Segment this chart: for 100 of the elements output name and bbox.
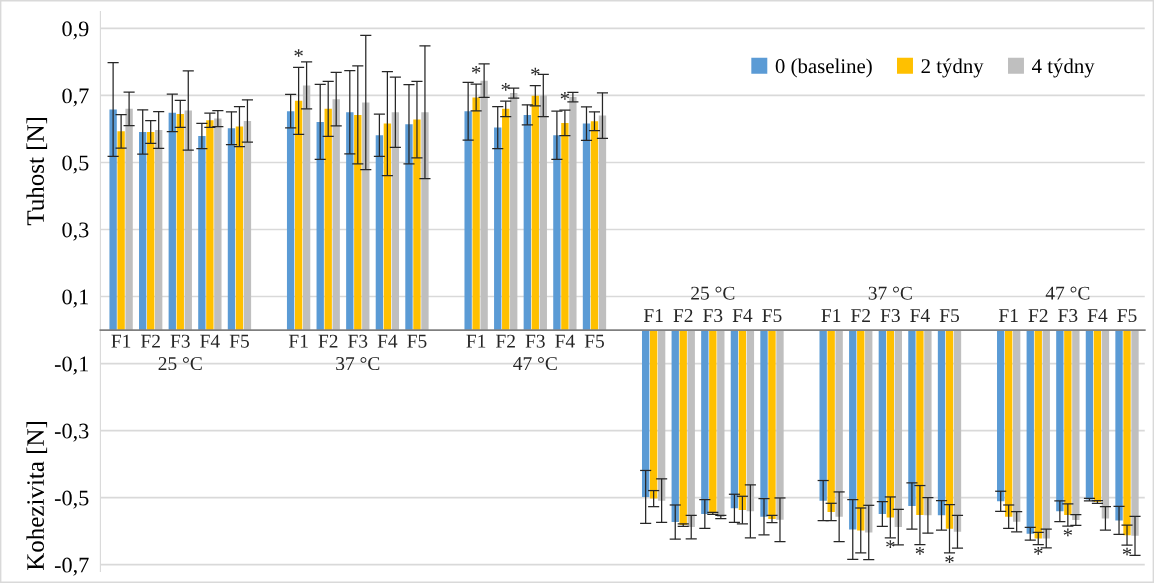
bar — [405, 124, 413, 331]
bar — [375, 135, 384, 331]
y-axis-title: Tuhost [N] — [26, 117, 48, 226]
bar — [1042, 330, 1050, 539]
data-label: * — [294, 49, 303, 57]
bar — [687, 330, 695, 528]
y-tick-label: 0,1 — [62, 289, 88, 308]
x-tick-label: F1 — [466, 334, 486, 348]
bar — [1012, 330, 1021, 522]
x-tick-label: F1 — [643, 309, 663, 322]
x-tick-label: F2 — [318, 334, 338, 348]
legend-label: 4 týdny — [1032, 58, 1095, 78]
bar — [671, 330, 679, 523]
x-tick-label: F5 — [762, 309, 782, 323]
bar — [569, 97, 577, 331]
bar — [383, 123, 392, 331]
bar — [760, 330, 768, 517]
bar — [738, 330, 747, 511]
bar — [354, 114, 362, 331]
bar — [168, 112, 176, 331]
bar — [502, 108, 510, 331]
bar — [480, 80, 488, 331]
bar — [1093, 330, 1102, 502]
bar — [679, 330, 687, 526]
bar — [776, 330, 784, 520]
bar — [1072, 330, 1080, 521]
bar — [494, 127, 502, 331]
bar — [924, 330, 932, 516]
data-label: * — [1122, 547, 1132, 556]
bar — [590, 121, 599, 331]
data-label: * — [1063, 528, 1073, 537]
bar — [819, 330, 827, 501]
bar — [641, 330, 650, 497]
bar — [206, 120, 214, 331]
x-tick-label: F5 — [584, 334, 604, 348]
bar — [598, 115, 607, 331]
bar — [235, 126, 244, 331]
x-tick-label: F5 — [1117, 309, 1137, 323]
bar — [198, 136, 206, 331]
x-tick-label: F5 — [407, 334, 427, 348]
x-tick-label: F4 — [910, 309, 930, 322]
bar — [1115, 330, 1123, 521]
x-tick-label: F2 — [851, 309, 870, 322]
bar — [464, 111, 472, 331]
bar — [472, 97, 480, 331]
data-label: * — [471, 65, 481, 74]
data-label: * — [945, 555, 954, 564]
bar — [539, 95, 547, 331]
bar — [413, 119, 421, 331]
bar — [717, 330, 725, 518]
x-tick-label: F2 — [140, 334, 160, 348]
bar — [125, 108, 133, 331]
y-tick-label: -0,5 — [54, 490, 89, 509]
bar — [332, 99, 340, 331]
bar — [421, 112, 429, 331]
bar — [302, 85, 311, 331]
bar — [827, 330, 835, 513]
bar — [362, 102, 370, 331]
y-tick-label: 0,7 — [62, 88, 89, 107]
bar — [391, 112, 400, 331]
y-tick-label: -0,3 — [54, 423, 89, 442]
bar — [553, 135, 561, 331]
bar — [1085, 330, 1094, 500]
x-tick-label: F1 — [998, 309, 1018, 322]
bar — [886, 330, 895, 518]
bar — [510, 93, 518, 331]
x-tick-label: F4 — [732, 309, 753, 322]
y-tick-label: -0,1 — [54, 356, 88, 375]
bar — [582, 123, 591, 331]
data-label: * — [915, 547, 925, 555]
bar — [523, 114, 531, 331]
bar — [139, 131, 147, 331]
bar — [1026, 330, 1034, 534]
bar — [346, 112, 354, 331]
bar — [147, 131, 155, 331]
legend-label: 2 týdny — [921, 58, 984, 78]
bar — [857, 330, 865, 531]
bar — [561, 122, 569, 331]
bar — [849, 330, 857, 530]
bar — [657, 330, 666, 501]
bar — [997, 330, 1005, 502]
y-tick-label: 0,3 — [62, 222, 89, 241]
bar — [286, 111, 295, 331]
data-label: * — [531, 67, 540, 76]
bar — [894, 330, 902, 528]
bar — [176, 113, 184, 331]
x-tick-label: F4 — [377, 334, 398, 348]
bar — [243, 120, 252, 331]
bar — [109, 109, 117, 331]
bar — [531, 95, 539, 331]
bar — [1056, 330, 1064, 512]
bar — [937, 330, 946, 516]
x-tick-label: F4 — [1087, 309, 1108, 322]
bar — [746, 330, 755, 512]
x-tick-label: F2 — [673, 309, 693, 322]
data-label: * — [501, 83, 510, 91]
data-label: * — [560, 92, 570, 100]
bar — [945, 330, 954, 529]
bar — [1123, 330, 1131, 536]
x-tick-label: F1 — [288, 334, 308, 348]
